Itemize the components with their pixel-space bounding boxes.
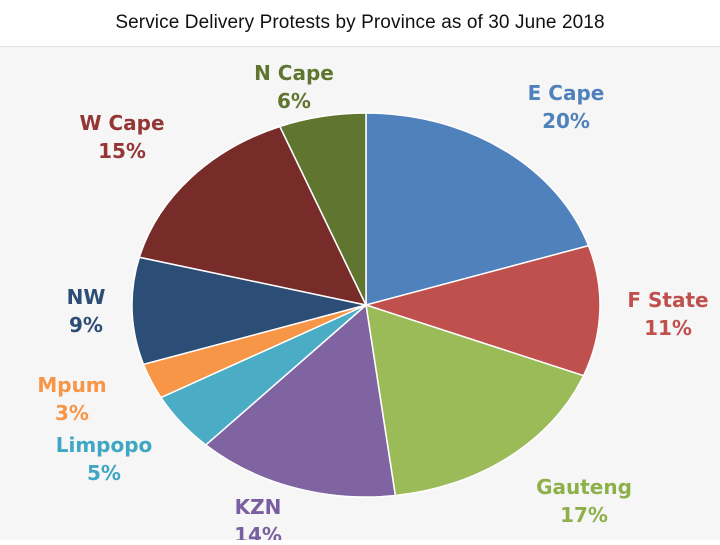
pie-slice-f-state — [363, 244, 601, 377]
slice-label-f-state: F State — [627, 288, 708, 312]
pie-chart: E Cape 20% F State 11% Gauteng 17% KZN 14% Limpo… — [37, 61, 708, 545]
pie-slice-n-cape — [278, 112, 367, 306]
slice-value-w-cape: 15% — [98, 139, 146, 163]
slice-label-kzn: KZN — [235, 495, 282, 519]
chart-title: Service Delivery Protests by Province as… — [115, 12, 605, 33]
slice-label-gauteng: Gauteng — [536, 475, 632, 499]
slice-value-gauteng: 17% — [560, 503, 608, 527]
slice-value-limpopo: 5% — [87, 461, 121, 485]
pie-slice-w-cape — [138, 125, 368, 307]
slice-label-mpum: Mpum — [37, 373, 106, 397]
slice-value-nw: 9% — [69, 313, 103, 337]
pie-slice-e-cape — [365, 112, 590, 306]
slice-value-kzn: 14% — [234, 523, 282, 540]
pie-slice-nw — [131, 256, 367, 366]
slice-value-e-cape: 20% — [542, 109, 590, 133]
slice-value-mpum: 3% — [55, 401, 89, 425]
slice-label-n-cape: N Cape — [254, 61, 334, 85]
slice-label-w-cape: W Cape — [79, 111, 164, 135]
slice-label-e-cape: E Cape — [528, 81, 605, 105]
slice-label-nw: NW — [67, 285, 106, 309]
slice-value-n-cape: 6% — [277, 89, 311, 113]
slice-value-f-state: 11% — [644, 316, 692, 340]
title-bar: Service Delivery Protests by Province as… — [0, 0, 720, 47]
pie-slice-kzn — [204, 303, 397, 498]
slice-label-limpopo: Limpopo — [56, 433, 153, 457]
pie-slice-gauteng — [365, 303, 585, 497]
chart-area: E Cape 20% F State 11% Gauteng 17% KZN 14% Limpo… — [0, 47, 720, 545]
